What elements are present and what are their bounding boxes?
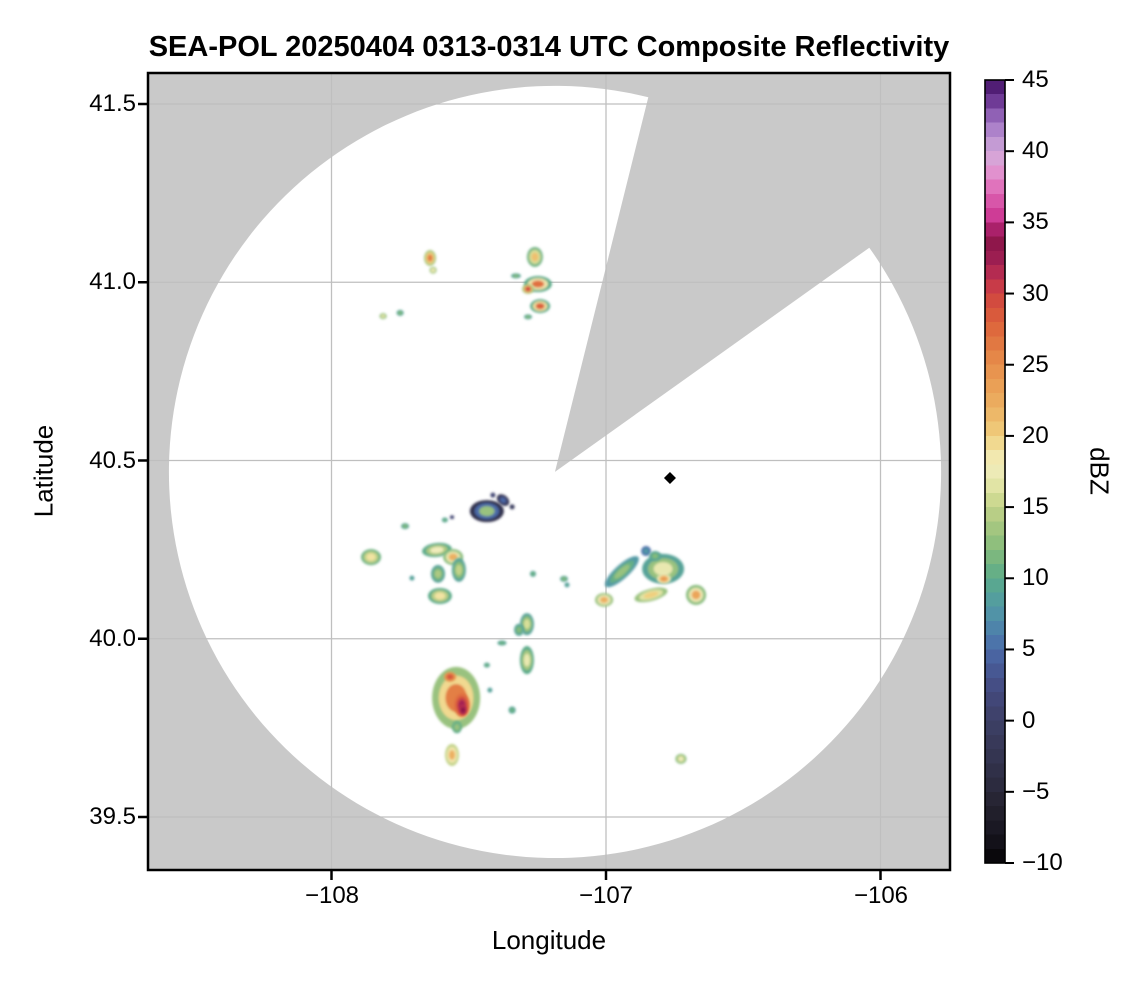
colorbar-tick-label: 20	[1022, 422, 1049, 449]
radar-echo	[449, 515, 455, 520]
radar-echo	[469, 500, 504, 523]
colorbar-tick-label: 40	[1022, 137, 1049, 164]
radar-echo	[422, 542, 452, 558]
radar-echo	[508, 706, 516, 714]
radar-echo	[444, 671, 457, 682]
y-tick-label: 41.5	[89, 90, 136, 117]
radar-echo	[634, 587, 668, 603]
colorbar-tick-label: 0	[1022, 707, 1036, 734]
radar-echo	[497, 640, 507, 646]
radar-echo	[509, 504, 515, 510]
radar-echo	[526, 246, 543, 267]
colorbar	[984, 79, 1006, 864]
radar-echo	[560, 575, 568, 582]
radar-echo	[409, 575, 415, 581]
radar-echo	[431, 564, 446, 583]
radar-echo	[511, 273, 521, 279]
radar-echo	[452, 721, 462, 734]
radar-echo	[519, 646, 534, 675]
radar-echo	[483, 662, 490, 668]
radar-echo	[459, 705, 467, 716]
colorbar-tick-label: 15	[1022, 493, 1049, 520]
radar-echo	[487, 687, 493, 693]
colorbar-tick-label: 5	[1022, 635, 1036, 662]
radar-echo	[429, 266, 437, 274]
x-tick-label: −106	[853, 882, 909, 909]
colorbar-tick-label: −10	[1022, 849, 1063, 876]
radar-echo	[529, 570, 537, 577]
radar-echo	[424, 249, 437, 267]
radar-echo	[427, 587, 452, 604]
y-tick-label: 40.5	[89, 447, 136, 474]
y-tick-label: 41.0	[89, 268, 136, 295]
x-tick-label: −107	[578, 882, 634, 909]
radar-echo	[656, 573, 671, 584]
radar-echo	[361, 549, 382, 566]
radar-echo	[595, 592, 614, 607]
plot-frame	[146, 71, 952, 872]
colorbar-tick-label: 10	[1022, 564, 1049, 591]
colorbar-tick-label: −5	[1022, 778, 1050, 805]
radar-echo	[675, 753, 687, 764]
radar-echo	[441, 517, 448, 523]
radar-echo	[379, 313, 387, 320]
y-tick-label: 40.0	[89, 625, 136, 652]
x-tick-label: −108	[304, 882, 360, 909]
radar-echo	[519, 613, 534, 636]
radar-echo	[649, 551, 662, 562]
radar-echo	[401, 523, 410, 530]
radar-echo	[642, 553, 685, 584]
radar-echo	[686, 584, 707, 605]
y-tick-label: 39.5	[89, 803, 136, 830]
radar-echo	[604, 556, 639, 588]
site-marker-diamond	[663, 471, 676, 484]
figure-title: SEA-POL 20250404 0313-0314 UTC Composite…	[148, 31, 950, 63]
radar-echo	[445, 743, 460, 767]
colorbar-tick-label: 35	[1022, 208, 1049, 235]
radar-echo	[641, 546, 652, 557]
x-axis-label: Longitude	[491, 925, 607, 955]
radar-echo	[530, 299, 551, 314]
radar-echo	[514, 623, 524, 636]
radar-echo	[524, 314, 533, 320]
colorbar-tick-label: 25	[1022, 351, 1049, 378]
radar-echo	[522, 284, 535, 295]
radar-echo	[490, 492, 496, 498]
radar-echo	[451, 558, 466, 582]
colorbar-tick-label: 30	[1022, 280, 1049, 307]
radar-echo	[496, 494, 510, 506]
radar-coverage-area	[168, 85, 942, 859]
colorbar-tick-label: 45	[1022, 66, 1049, 93]
radar-echo	[564, 582, 570, 588]
radar-echo	[396, 309, 404, 316]
